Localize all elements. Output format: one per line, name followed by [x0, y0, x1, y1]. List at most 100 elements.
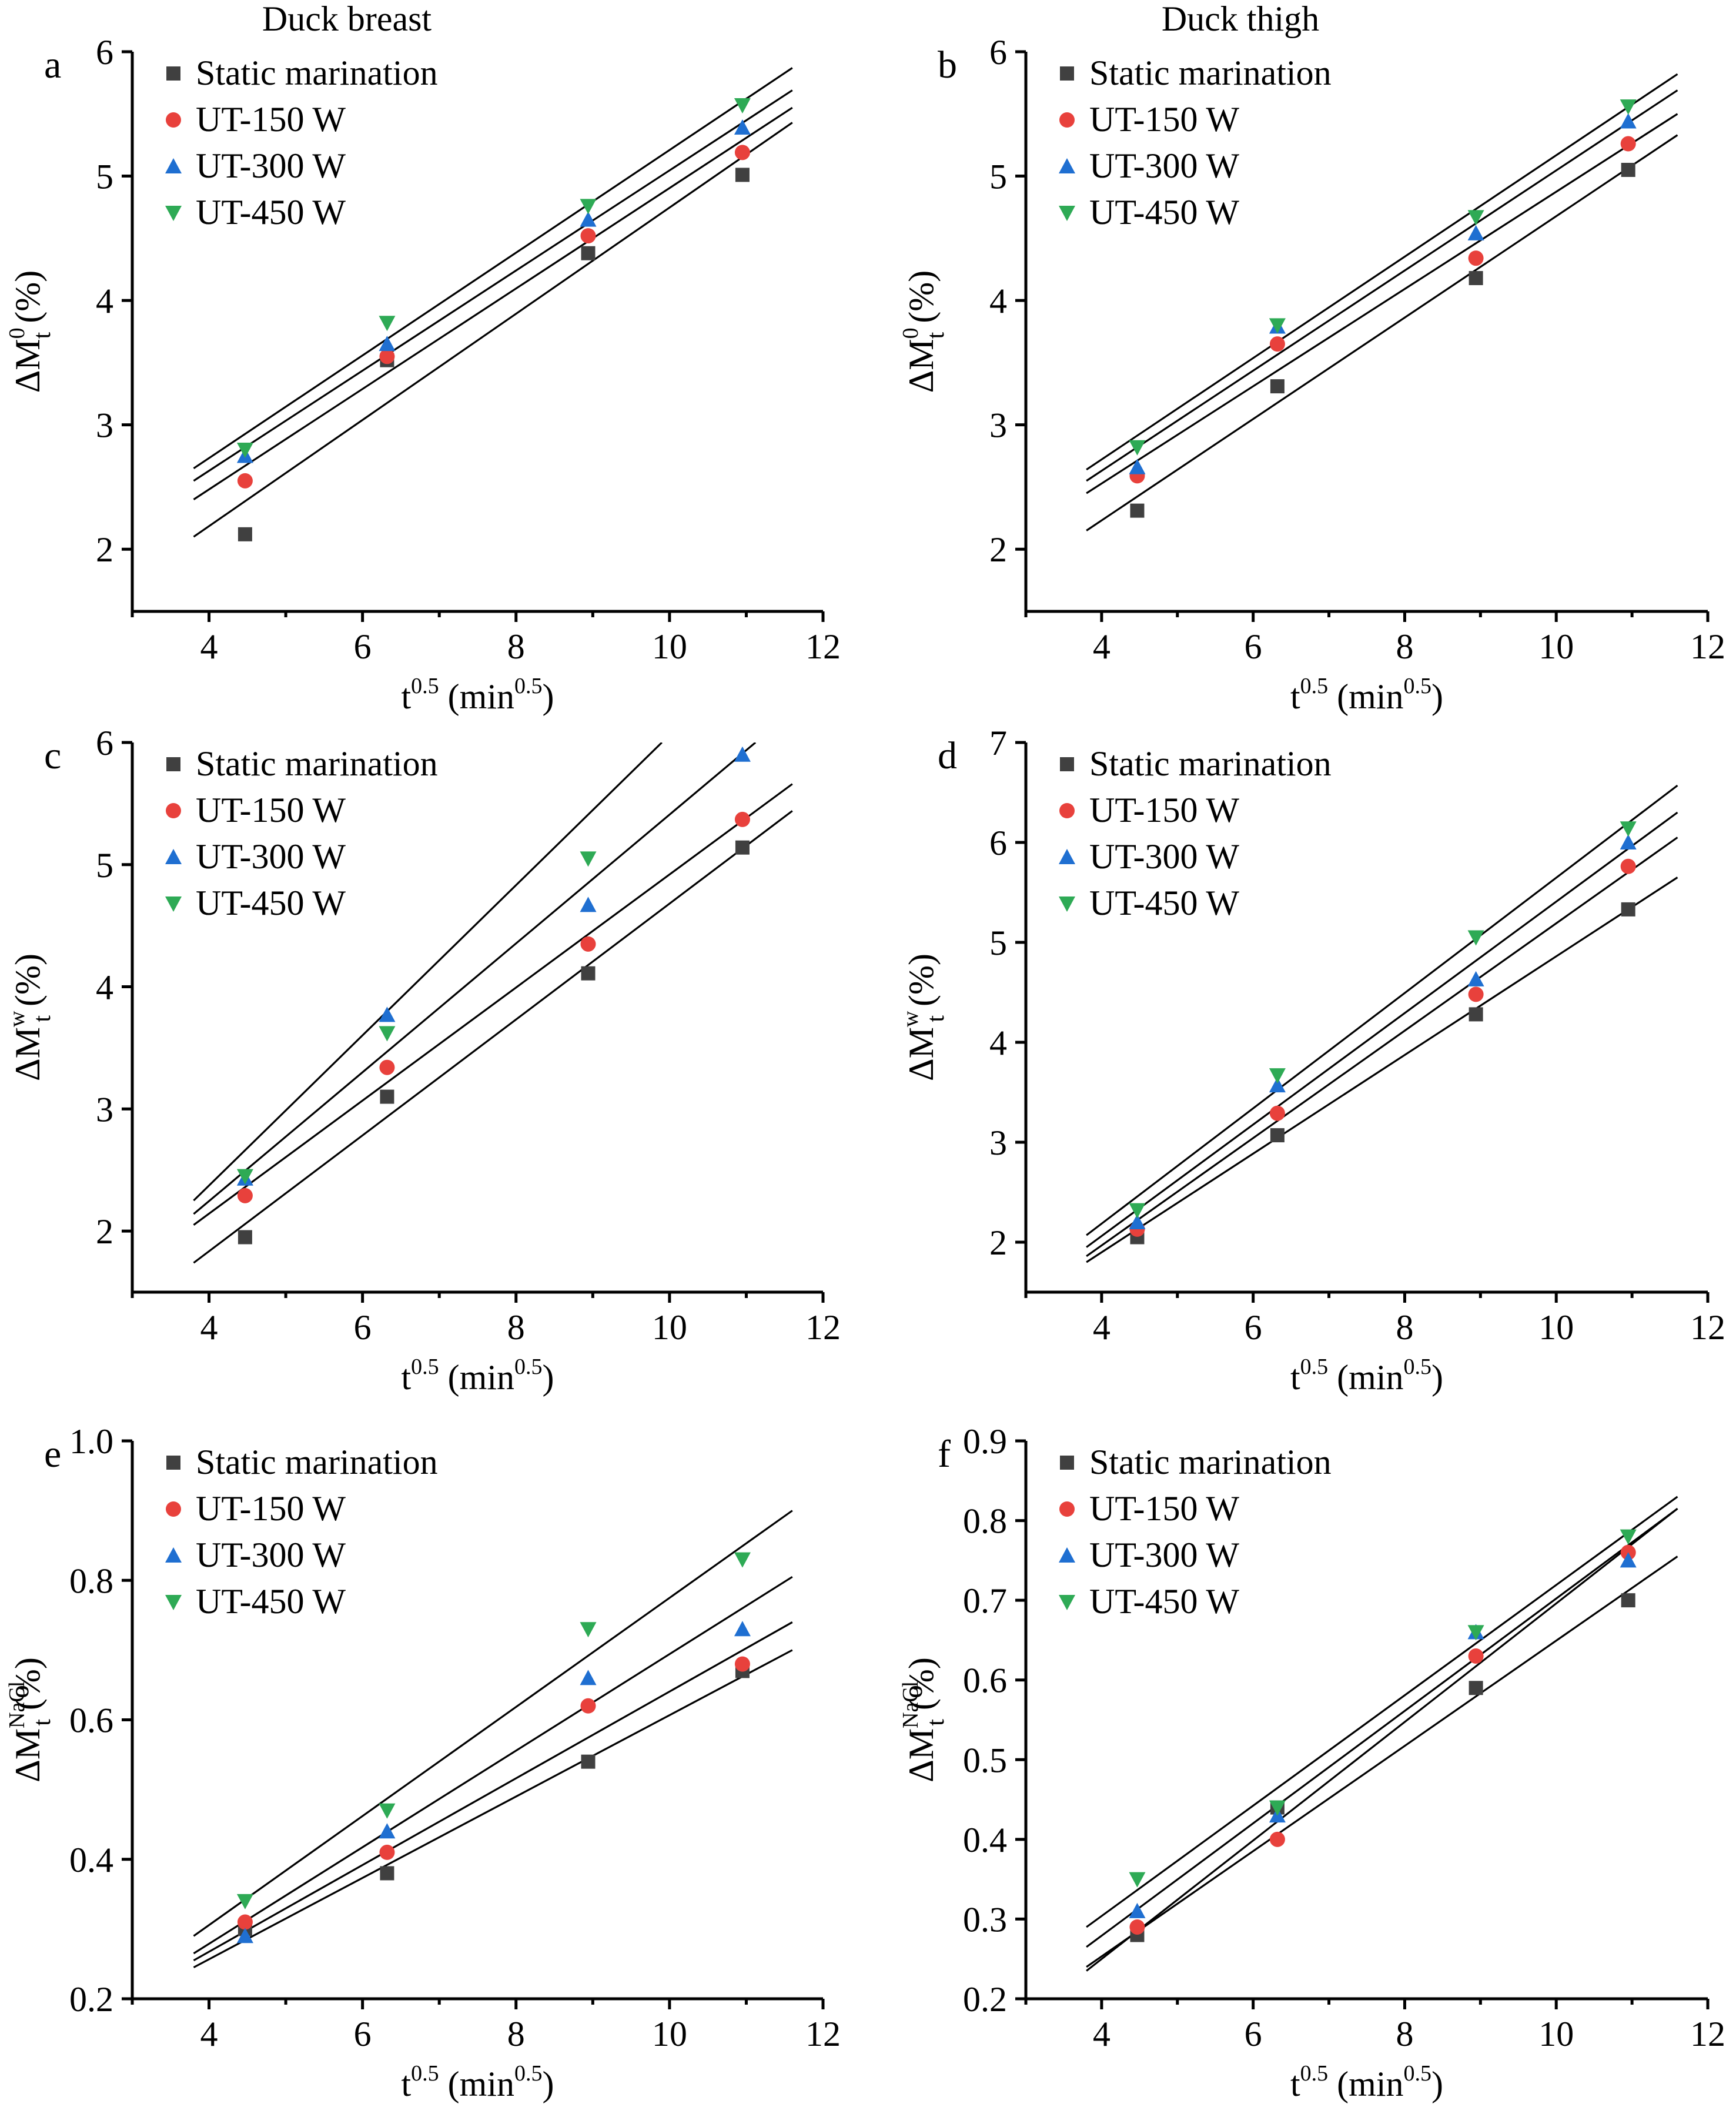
- legend-marker-series-1: [166, 1456, 180, 1470]
- legend-marker-series-3: [165, 1547, 182, 1563]
- data-point-series-3: [379, 1823, 396, 1839]
- fit-lines: [193, 742, 793, 1264]
- legend-marker-series-2: [166, 1501, 181, 1517]
- data-point-series-2: [1269, 1105, 1285, 1121]
- legend-marker-series-4: [1059, 206, 1075, 221]
- data-point-series-4: [1269, 1068, 1286, 1084]
- data-point-series-3: [379, 336, 396, 352]
- legend: Static marination UT-150 W UT-300 W UT-450 …: [1059, 1443, 1332, 1621]
- legend: Static marination UT-150 W UT-300 W UT-450 …: [1059, 53, 1332, 232]
- data-point-series-2: [1468, 986, 1484, 1002]
- panel-f: 4 6 8 10 12 0.2 0.3 0.4 0.5 0.6 0.7 0.8 0.9 t0.5 (min…: [898, 1422, 1725, 2103]
- legend-marker-series-3: [1059, 1547, 1075, 1563]
- legend-marker-series-4: [165, 897, 182, 912]
- data-point-series-1: [581, 246, 596, 260]
- fit-line-series-4: [193, 1510, 793, 1937]
- y-tick-label: 2: [96, 530, 113, 569]
- data-point-series-4: [580, 199, 597, 215]
- data-point-series-1: [735, 168, 750, 182]
- y-axis-label: ΔMwt (%): [898, 954, 949, 1081]
- y-tick-label: 0.9: [963, 1422, 1007, 1461]
- y-tick-label: 6: [989, 824, 1007, 862]
- panel-letter: f: [938, 1433, 951, 1476]
- fit-line-series-4: [193, 67, 793, 470]
- x-axis-label: t0.5 (min0.5): [402, 2061, 554, 2103]
- data-point-series-3: [734, 746, 751, 762]
- data-point-series-3: [1129, 1214, 1146, 1229]
- legend-marker-series-2: [1059, 112, 1075, 128]
- x-tick-label: 8: [507, 627, 525, 666]
- fit-line-series-2: [193, 783, 793, 1226]
- x-tick-label: 8: [1396, 2015, 1413, 2053]
- y-tick-label: 0.5: [963, 1741, 1007, 1779]
- legend-marker-series-2: [1059, 1501, 1075, 1517]
- data-point-series-2: [379, 1844, 395, 1860]
- data-point-series-2: [1269, 1831, 1285, 1847]
- data-point-series-4: [1129, 440, 1146, 456]
- y-axis-label: ΔMNaClt (%): [898, 1657, 949, 1782]
- data-point-series-3: [1467, 225, 1484, 240]
- x-tick-label: 10: [1538, 627, 1574, 666]
- y-tick-label: 0.3: [963, 1900, 1007, 1939]
- legend-label: UT-300 W: [196, 1536, 346, 1574]
- data-point-series-2: [1620, 136, 1636, 152]
- data-point-series-1: [581, 1754, 596, 1769]
- x-axis-label: t0.5 (min0.5): [1290, 674, 1443, 716]
- data-point-series-1: [380, 1089, 394, 1104]
- y-tick-label: 0.8: [69, 1561, 113, 1600]
- x-tick-label: 4: [200, 2015, 218, 2053]
- x-tick-label: 4: [1093, 2015, 1110, 2053]
- panel-letter: a: [44, 44, 61, 86]
- y-tick-label: 6: [96, 724, 113, 762]
- x-tick-label: 8: [507, 1308, 525, 1347]
- data-point-series-4: [1129, 1203, 1146, 1219]
- x-tick-label: 12: [1690, 627, 1725, 666]
- y-axis-label: ΔMwt (%): [5, 954, 56, 1081]
- legend-marker-series-1: [166, 757, 180, 771]
- legend-label: UT-300 W: [196, 146, 346, 185]
- x-axis-label: t0.5 (min0.5): [402, 674, 554, 716]
- fit-line-series-4: [193, 742, 663, 1202]
- data-point-series-4: [1269, 1800, 1286, 1816]
- y-tick-label: 3: [96, 406, 113, 445]
- y-tick-label: 0.2: [69, 1980, 113, 2019]
- fit-line-series-1: [1086, 134, 1678, 531]
- y-tick-label: 3: [989, 1123, 1007, 1162]
- data-point-series-2: [580, 228, 596, 244]
- data-point-series-3: [379, 1006, 396, 1022]
- data-point-series-4: [1269, 318, 1286, 334]
- x-axis-label: t0.5 (min0.5): [1290, 2061, 1443, 2103]
- data-point-series-2: [1468, 1648, 1484, 1664]
- legend-marker-series-3: [165, 849, 182, 864]
- data-point-series-4: [1620, 821, 1637, 837]
- data-point-series-4: [580, 1622, 597, 1638]
- data-point-series-1: [1621, 902, 1635, 916]
- data-point-series-2: [580, 936, 596, 952]
- data-point-series-3: [580, 1670, 597, 1685]
- y-tick-label: 4: [96, 282, 113, 320]
- legend-label: UT-150 W: [196, 1489, 346, 1528]
- panel-d: 4 6 8 10 12 2 3 4 5 6 7 t0.5 (min0.5) ΔMwt (%) d Stati…: [898, 724, 1725, 1397]
- data-point-series-4: [236, 442, 253, 458]
- legend-marker-series-2: [166, 112, 181, 128]
- panel-c: 4 6 8 10 12 2 3 4 5 6 t0.5 (min0.5) ΔMwt (%) c Static…: [5, 724, 841, 1397]
- legend-marker-series-1: [166, 66, 180, 81]
- data-point-series-3: [1620, 113, 1637, 129]
- y-tick-label: 5: [96, 846, 113, 885]
- x-tick-label: 12: [805, 2015, 841, 2053]
- data-point-series-4: [1620, 1529, 1637, 1545]
- data-point-series-1: [1469, 271, 1483, 286]
- data-point-series-3: [236, 1928, 253, 1944]
- legend: Static marination UT-150 W UT-300 W UT-450 …: [165, 1443, 438, 1621]
- x-tick-label: 10: [1538, 2015, 1574, 2053]
- legend-marker-series-1: [1060, 757, 1074, 771]
- data-point-series-1: [1270, 379, 1285, 394]
- data-point-series-1: [380, 1866, 394, 1881]
- data-point-series-4: [1129, 1872, 1146, 1888]
- fit-lines: [193, 1510, 793, 1969]
- data-point-series-1: [1621, 162, 1635, 177]
- fit-line-series-2: [1086, 1507, 1678, 1972]
- panel-letter: c: [44, 734, 61, 777]
- x-tick-label: 4: [1093, 627, 1110, 666]
- data-point-series-4: [1467, 1625, 1484, 1641]
